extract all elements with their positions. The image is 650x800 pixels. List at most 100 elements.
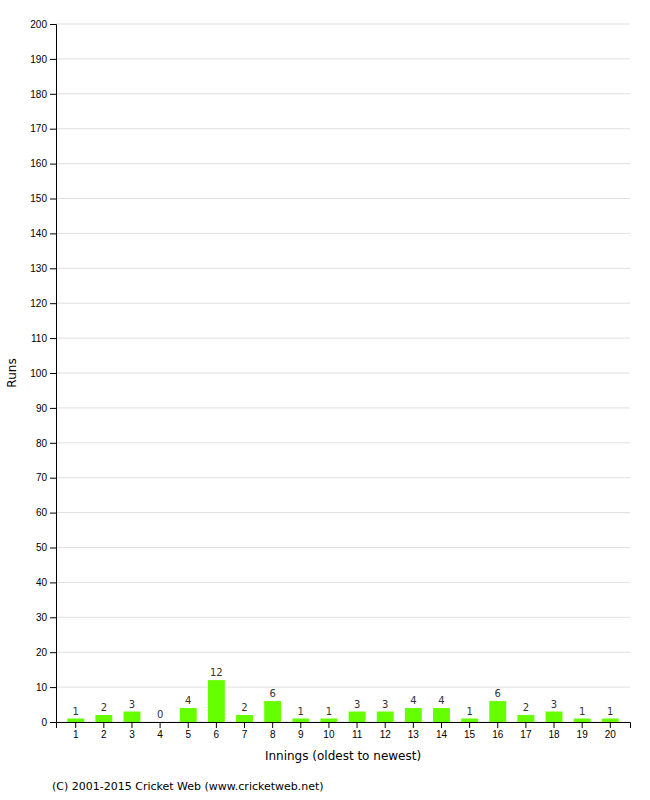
tick-mark [50,687,56,688]
tick: 130 [30,263,56,274]
tick: 8 [270,722,276,740]
tick: 50 [36,542,56,553]
tick-label: 100 [30,368,47,379]
tick: 18 [548,722,560,740]
tick: 30 [36,612,56,623]
tick-mark [50,24,56,25]
tick-label: 11 [352,729,363,740]
tick: 160 [30,158,56,169]
data-label: 12 [210,667,223,678]
tick-mark [188,722,189,728]
tick-mark [554,722,555,728]
tick-label: 0 [41,717,47,728]
tick: 10 [36,682,56,693]
tick: 9 [298,722,304,740]
tick-mark [525,722,526,728]
tick: 90 [36,403,56,414]
bar [602,719,619,722]
tick-label: 16 [492,729,504,740]
tick-label: 1 [73,729,79,740]
tick-label: 5 [185,729,191,740]
bar [95,715,112,722]
tick-mark [244,722,245,728]
bar [349,712,366,722]
data-label: 0 [157,709,163,720]
y-axis-title: Runs [5,358,19,387]
tick-mark [50,129,56,130]
tick-label: 180 [30,89,47,100]
data-label: 2 [101,702,107,713]
grid-line [56,24,630,25]
data-label: 3 [129,699,135,710]
tick-label: 50 [36,542,48,553]
tick-mark [497,722,498,728]
bar [208,680,225,722]
tick: 4 [157,722,163,740]
bar [124,712,141,722]
chart-svg: 1234567891011121314151617181920010203040… [0,0,650,800]
tick-mark [441,722,442,728]
tick: 3 [129,722,135,740]
data-label: 6 [269,688,275,699]
tick: 2 [101,722,107,740]
tick-mark [216,722,217,728]
bar [292,719,309,722]
tick-label: 2 [101,729,107,740]
grid-line [56,442,630,443]
tick: 11 [352,722,363,740]
tick-label: 90 [36,403,48,414]
tick: 19 [577,722,589,740]
x-axis-title: Innings (oldest to newest) [265,749,421,763]
tick-mark [300,722,301,728]
data-label: 4 [185,695,191,706]
bar [264,701,281,722]
tick: 40 [36,577,56,588]
tick: 180 [30,89,56,100]
bar [574,719,591,722]
footer: (C) 2001-2015 Cricket Web (www.cricketwe… [52,780,324,793]
tick-label: 190 [30,54,47,65]
tick: 16 [492,722,504,740]
grid-line [56,617,630,618]
data-label: 2 [523,702,529,713]
bar [517,715,534,722]
data-label: 6 [495,688,501,699]
tick: 6 [214,722,220,740]
tick-label: 200 [30,19,47,30]
x-axis: 1234567891011121314151617181920 [57,722,631,740]
tick-mark [75,722,76,728]
tick-mark [50,722,56,723]
axis-line [50,25,57,723]
tick: 5 [185,722,191,740]
tick-mark [50,443,56,444]
data-label: 3 [354,699,360,710]
bar [405,708,422,722]
tick-label: 10 [36,682,48,693]
bar [377,712,394,722]
tick: 80 [36,438,56,449]
tick-mark [50,373,56,374]
data-labels: 123041226113344162311 [73,667,614,720]
tick: 200 [30,19,56,30]
tick-label: 15 [464,729,476,740]
tick: 170 [30,123,56,134]
tick-label: 70 [36,472,48,483]
data-label: 1 [466,706,472,717]
tick-label: 60 [36,507,48,518]
grid-line [56,268,630,269]
tick-label: 6 [214,729,220,740]
grid-line [56,582,630,583]
bar [461,719,478,722]
grid-line [56,687,630,688]
y-axis: 0102030405060708090100110120130140150160… [30,19,56,728]
tick: 13 [408,722,420,740]
tick-label: 80 [36,438,48,449]
bar [546,712,563,722]
tick: 70 [36,472,56,483]
data-label: 2 [241,702,247,713]
tick-mark [413,722,414,728]
grid-line [56,303,630,304]
plot: 1234567891011121314151617181920010203040… [5,19,631,763]
tick-mark [50,338,56,339]
grid-line [56,163,630,164]
